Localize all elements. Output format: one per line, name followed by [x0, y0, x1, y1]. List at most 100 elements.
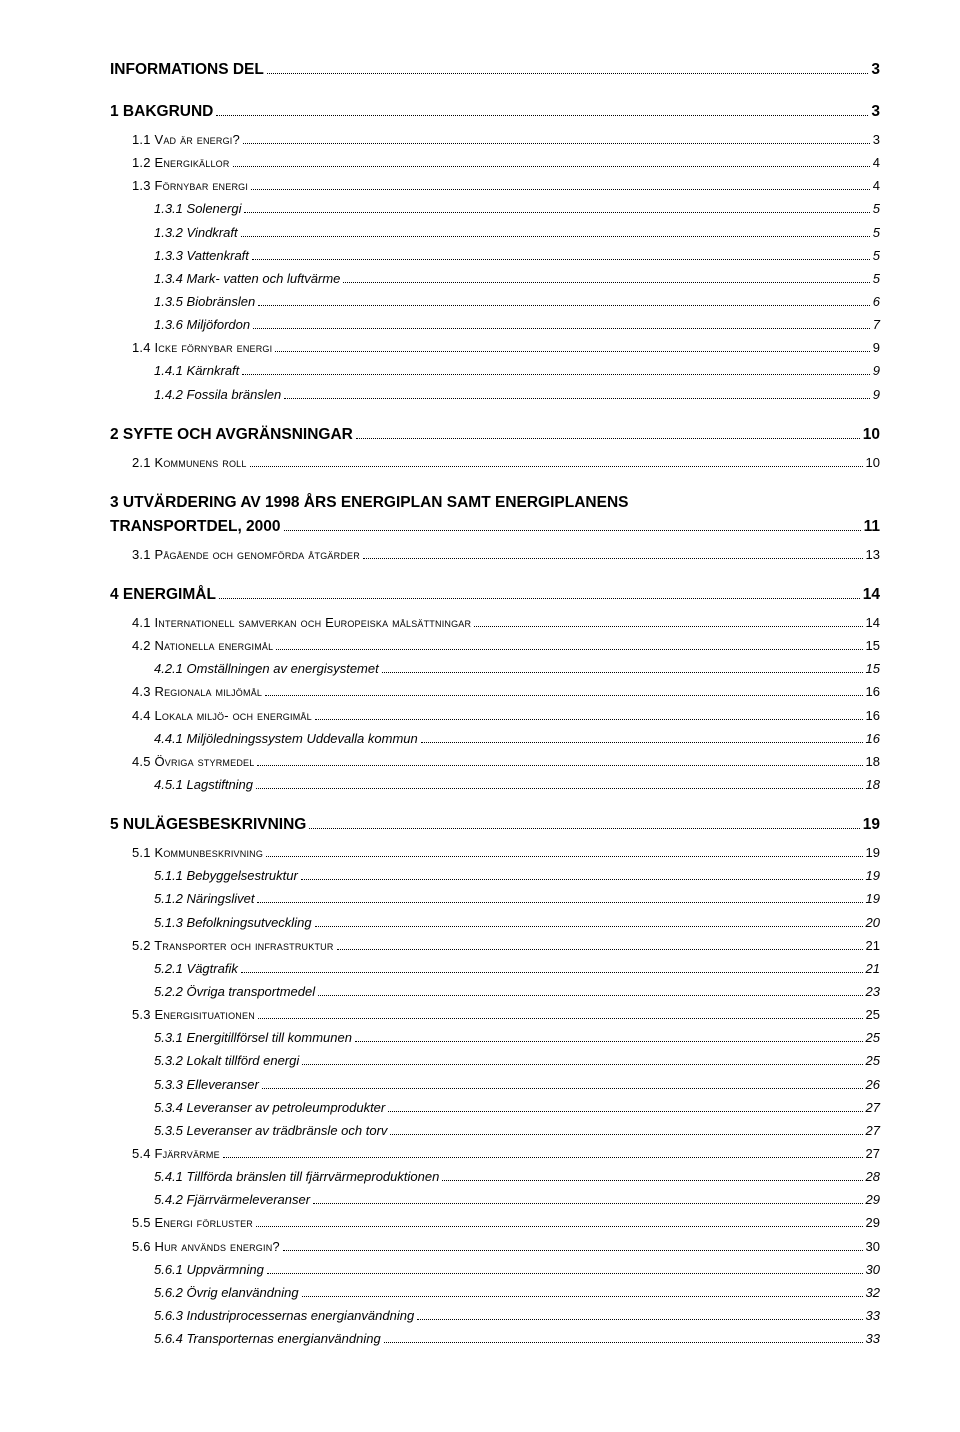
toc-entry[interactable]: 5.6.1 Uppvärmning30 [154, 1260, 880, 1280]
toc-title: 4.5 Övriga styrmedel [132, 752, 254, 772]
toc-entry[interactable]: 4.5 Övriga styrmedel18 [132, 752, 880, 772]
toc-title: 1.3.4 Mark- vatten och luftvärme [154, 269, 340, 289]
toc-title: 2.1 Kommunens roll [132, 453, 247, 473]
toc-page-number: 3 [873, 130, 880, 150]
toc-entry[interactable]: 1.4.2 Fossila bränslen9 [154, 385, 880, 405]
toc-entry[interactable]: 5.2 Transporter och infrastruktur21 [132, 936, 880, 956]
toc-title: 1.3 Förnybar energi [132, 176, 248, 196]
toc-entry[interactable]: 5.1.2 Näringslivet19 [154, 889, 880, 909]
toc-leader-dots [216, 102, 868, 116]
toc-page-number: 15 [866, 659, 880, 679]
toc-page-number: 5 [873, 223, 880, 243]
toc-leader-dots [390, 1123, 862, 1135]
toc-page-number: 25 [866, 1051, 880, 1071]
toc-entry[interactable]: 3 UTVÄRDERING AV 1998 ÅRS ENERGIPLAN SAM… [110, 491, 880, 539]
toc-entry[interactable]: 5 NULÄGESBESKRIVNING19 [110, 813, 880, 837]
toc-entry[interactable]: 5.4.2 Fjärrvärmeleveranser29 [154, 1190, 880, 1210]
toc-page-number: 21 [866, 959, 880, 979]
toc-entry[interactable]: 4.3 Regionala miljömål16 [132, 682, 880, 702]
toc-entry[interactable]: 5.2.1 Vägtrafik21 [154, 959, 880, 979]
toc-page-number: 27 [866, 1121, 880, 1141]
toc-entry[interactable]: 5.2.2 Övriga transportmedel23 [154, 982, 880, 1002]
toc-entry[interactable]: INFORMATIONS DEL 3 [110, 58, 880, 82]
toc-leader-dots [337, 938, 863, 950]
toc-entry[interactable]: 5.6.4 Transporternas energianvändning33 [154, 1329, 880, 1349]
toc-page-number: 4 [873, 176, 880, 196]
toc-leader-dots [363, 547, 863, 559]
toc-entry[interactable]: 1.4.1 Kärnkraft9 [154, 361, 880, 381]
toc-entry[interactable]: 3.1 Pågående och genomförda åtgärder13 [132, 545, 880, 565]
toc-page-number: 23 [866, 982, 880, 1002]
toc-page-number: 19 [866, 843, 880, 863]
toc-leader-dots [251, 179, 870, 191]
toc-leader-dots [442, 1169, 862, 1181]
toc-leader-dots [258, 294, 870, 306]
toc-entry[interactable]: 1.3.2 Vindkraft5 [154, 223, 880, 243]
toc-leader-dots [315, 915, 863, 927]
toc-entry[interactable]: 5.4.1 Tillförda bränslen till fjärrvärme… [154, 1167, 880, 1187]
toc-entry[interactable]: 1.4 Icke förnybar energi9 [132, 338, 880, 358]
toc-entry[interactable]: 5.3.3 Elleveranser26 [154, 1075, 880, 1095]
toc-title: 5.1.2 Näringslivet [154, 889, 254, 909]
toc-entry[interactable]: 5.1 Kommunbeskrivning19 [132, 843, 880, 863]
toc-entry[interactable]: 1 BAKGRUND3 [110, 100, 880, 124]
toc-page-number: 20 [866, 913, 880, 933]
toc-leader-dots [258, 1008, 863, 1020]
toc-leader-dots [223, 1146, 863, 1158]
toc-entry[interactable]: 4.1 Internationell samverkan och Europei… [132, 613, 880, 633]
toc-title: 5.1.1 Bebyggelsestruktur [154, 866, 298, 886]
toc-page-number: 3 [871, 58, 880, 82]
toc-entry[interactable]: 5.3 Energisituationen25 [132, 1005, 880, 1025]
toc-entry[interactable]: 5.3.4 Leveranser av petroleumprodukter27 [154, 1098, 880, 1118]
toc-title: 1.1 Vad är energi? [132, 130, 240, 150]
toc-entry[interactable]: 5.6 Hur används energin?30 [132, 1237, 880, 1257]
toc-entry[interactable]: 5.6.3 Industriprocessernas energianvändn… [154, 1306, 880, 1326]
toc-leader-dots [284, 387, 870, 399]
toc-entry[interactable]: 4 ENERGIMÅL 14 [110, 583, 880, 607]
toc-page-number: 10 [866, 453, 880, 473]
toc-entry[interactable]: 4.4.1 Miljöledningssystem Uddevalla komm… [154, 729, 880, 749]
toc-title: 5.4.2 Fjärrvärmeleveranser [154, 1190, 310, 1210]
toc-entry[interactable]: 5.3.5 Leveranser av trädbränsle och torv… [154, 1121, 880, 1141]
toc-entry[interactable]: 4.4 Lokala miljö- och energimål16 [132, 706, 880, 726]
toc-entry[interactable]: 1.3.5 Biobränslen6 [154, 292, 880, 312]
toc-page-number: 25 [866, 1028, 880, 1048]
toc-title: 5.4.1 Tillförda bränslen till fjärrvärme… [154, 1167, 439, 1187]
toc-entry[interactable]: 4.2.1 Omställningen av energisystemet15 [154, 659, 880, 679]
toc-title: INFORMATIONS DEL [110, 58, 264, 82]
toc-entry[interactable]: 2 SYFTE OCH AVGRÄNSNINGAR10 [110, 423, 880, 447]
toc-leader-dots [262, 1077, 863, 1089]
toc-title: 4 ENERGIMÅL [110, 583, 216, 607]
toc-page-number: 14 [863, 583, 880, 607]
toc-entry[interactable]: 5.1.3 Befolkningsutveckling20 [154, 913, 880, 933]
toc-leader-dots [241, 961, 863, 973]
toc-title: 4.4.1 Miljöledningssystem Uddevalla komm… [154, 729, 418, 749]
toc-entry[interactable]: 4.2 Nationella energimål15 [132, 636, 880, 656]
toc-title: 5.6.2 Övrig elanvändning [154, 1283, 299, 1303]
toc-entry[interactable]: 5.5 Energi förluster29 [132, 1213, 880, 1233]
toc-page-number: 19 [866, 866, 880, 886]
toc-title: 5.3.3 Elleveranser [154, 1075, 259, 1095]
toc-leader-dots [257, 754, 862, 766]
toc-title: 1.3.3 Vattenkraft [154, 246, 249, 266]
toc-entry[interactable]: 1.1 Vad är energi? 3 [132, 130, 880, 150]
toc-entry[interactable]: 5.1.1 Bebyggelsestruktur 19 [154, 866, 880, 886]
toc-title: TRANSPORTDEL, 2000 [110, 515, 281, 539]
toc-entry[interactable]: 5.3.2 Lokalt tillförd energi25 [154, 1051, 880, 1071]
toc-title: 3.1 Pågående och genomförda åtgärder [132, 545, 360, 565]
toc-page-number: 33 [866, 1329, 880, 1349]
toc-entry[interactable]: 2.1 Kommunens roll 10 [132, 453, 880, 473]
toc-entry[interactable]: 5.3.1 Energitillförsel till kommunen25 [154, 1028, 880, 1048]
toc-entry[interactable]: 1.2 Energikällor4 [132, 153, 880, 173]
toc-entry[interactable]: 1.3.6 Miljöfordon7 [154, 315, 880, 335]
toc-entry[interactable]: 1.3.1 Solenergi5 [154, 199, 880, 219]
toc-entry[interactable]: 5.4 Fjärrvärme27 [132, 1144, 880, 1164]
toc-entry[interactable]: 5.6.2 Övrig elanvändning32 [154, 1283, 880, 1303]
toc-title: 5 NULÄGESBESKRIVNING [110, 813, 306, 837]
toc-entry[interactable]: 1.3 Förnybar energi 4 [132, 176, 880, 196]
toc-entry[interactable]: 4.5.1 Lagstiftning18 [154, 775, 880, 795]
toc-entry[interactable]: 1.3.4 Mark- vatten och luftvärme5 [154, 269, 880, 289]
toc-page-number: 18 [866, 775, 880, 795]
toc-entry[interactable]: 1.3.3 Vattenkraft5 [154, 246, 880, 266]
toc-leader-dots [219, 585, 860, 599]
